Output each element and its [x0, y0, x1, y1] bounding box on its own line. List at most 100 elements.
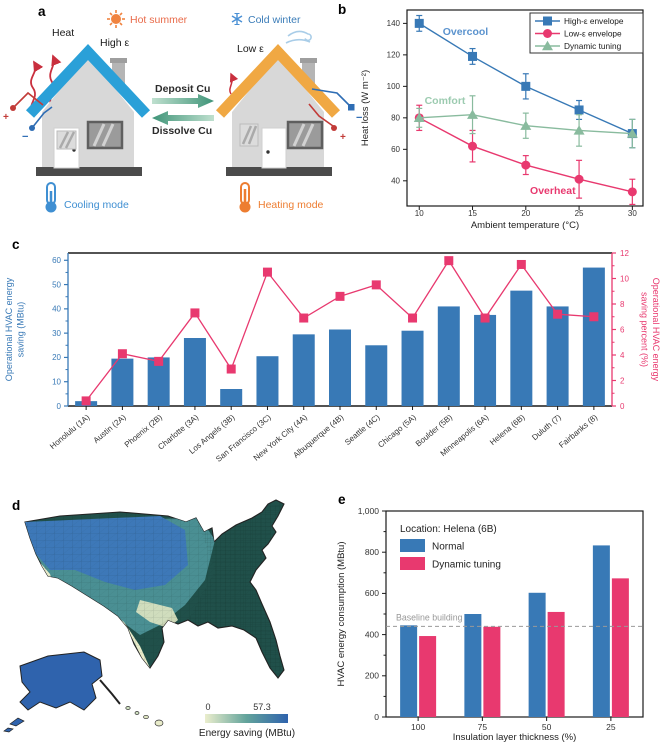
bar-normal — [400, 625, 418, 717]
panel-b-heat-loss-chart: b 10 15 20 25 30 40 60 80 100 120 140 Ambient tempe… — [338, 2, 644, 231]
right-tick-label: 6 — [620, 325, 625, 334]
cooling-mode-label: Cooling mode — [64, 199, 129, 211]
map-alaska — [19, 651, 103, 711]
legend-label: Dynamic tuning — [432, 560, 501, 571]
bar — [474, 314, 497, 406]
bar-dynamic — [483, 626, 501, 717]
percent-marker — [371, 280, 381, 290]
deposit-arrow — [152, 94, 214, 108]
x-tick-label: 10 — [415, 209, 424, 218]
marker-triangle — [413, 112, 425, 123]
legend-label: Normal — [432, 542, 464, 553]
percent-marker — [444, 256, 454, 266]
left-tick-label: 10 — [52, 378, 61, 387]
marker-circle — [574, 174, 584, 184]
y-tick-label: 200 — [365, 671, 379, 681]
y-axis-label: Heat loss (W m⁻²) — [360, 70, 371, 146]
chimney-cap — [300, 58, 317, 63]
x-tick-label: 75 — [478, 722, 488, 732]
marker-triangle — [467, 109, 479, 119]
colorbar-min-label: 0 — [205, 702, 210, 712]
left-tick-label: 0 — [57, 402, 62, 411]
legend-label: Dynamic tuning — [564, 41, 622, 51]
right-tick-label: 10 — [620, 274, 629, 283]
x-tick-label: 15 — [468, 209, 477, 218]
marker-triangle — [626, 128, 638, 138]
percent-marker — [81, 396, 91, 406]
dissolve-arrow — [152, 111, 214, 125]
y-tick-label: 60 — [391, 145, 400, 154]
percent-marker — [117, 349, 127, 359]
roof-high-emissivity — [25, 43, 151, 118]
house-base — [36, 167, 142, 176]
minus-sign-right: − — [356, 112, 362, 124]
x-axis-label: Insulation layer thickness (%) — [453, 732, 577, 743]
map-hawaii — [125, 706, 164, 727]
panel-label-d: d — [12, 498, 20, 513]
percent-marker — [154, 356, 164, 366]
legend-swatch — [400, 539, 425, 552]
marker-triangle — [573, 125, 585, 135]
category-label: Fairbanks (8) — [557, 412, 599, 449]
map-alaska-southeast — [99, 679, 121, 705]
heating-mode-label: Heating mode — [258, 199, 324, 211]
low-emissivity-label: Low ε — [237, 43, 264, 55]
small-heat-arrow — [229, 72, 239, 95]
door-handle — [266, 150, 270, 154]
legend-swatch — [400, 557, 425, 570]
bar-dynamic — [419, 636, 437, 717]
left-tick-label: 20 — [52, 353, 61, 362]
door — [261, 127, 287, 169]
map-aleutians — [3, 717, 25, 733]
percent-marker — [408, 313, 418, 323]
bar — [329, 329, 351, 406]
panel-label-c: c — [12, 237, 20, 252]
y-tick-label: 140 — [387, 19, 401, 28]
bar — [437, 306, 460, 406]
high-emissivity-label: High ε — [100, 37, 130, 49]
bar-normal — [592, 545, 610, 717]
x-tick-label: 30 — [628, 209, 637, 218]
marker-circle — [468, 141, 478, 151]
plus-sign-right: + — [340, 132, 346, 143]
left-tick-label: 40 — [52, 305, 61, 314]
y-axis-label: HVAC energy consumption (MBtu) — [336, 541, 347, 686]
panel-c-city-savings-chart: c 0 10 20 30 40 50 60 0 2 4 6 8 10 12 Honolulu (1A) Aus… — [4, 237, 661, 464]
thermometer-cooling-icon — [45, 182, 57, 213]
house-heating — [215, 43, 341, 176]
baseline-label: Baseline building — [396, 612, 463, 622]
y-tick-label: 1,000 — [358, 506, 380, 516]
bar — [292, 334, 315, 406]
category-label: Honolulu (1A) — [48, 412, 92, 451]
dissolve-cu-label: Dissolve Cu — [152, 125, 212, 137]
wires-left — [10, 91, 53, 131]
panel-label-b: b — [338, 2, 346, 17]
right-tick-label: 12 — [620, 249, 629, 258]
percent-marker — [480, 313, 490, 323]
cold-winter-label: Cold winter — [248, 14, 301, 26]
annotation: Overheat — [530, 185, 576, 197]
y-tick-label: 800 — [365, 547, 379, 557]
x-axis-label: Ambient temperature (°C) — [471, 220, 579, 231]
bar — [111, 358, 134, 406]
x-tick-label: 20 — [521, 209, 530, 218]
legend-label: High-ε envelope — [564, 16, 624, 26]
terminal-negative — [29, 125, 35, 131]
right-axis-label: saving percent (%) — [640, 292, 650, 367]
left-tick-label: 50 — [52, 280, 61, 289]
left-tick-label: 30 — [52, 329, 61, 338]
bar-dynamic — [547, 611, 565, 717]
x-tick-label: 25 — [606, 722, 616, 732]
wind-icon — [285, 30, 312, 44]
plus-sign-left: + — [3, 112, 9, 123]
y-tick-label: 400 — [365, 629, 379, 639]
category-label: Austin (2A) — [92, 412, 128, 445]
legend-label: Low-ε envelope — [564, 29, 622, 39]
bar — [401, 330, 424, 406]
right-axis-label: Operational HVAC energy — [651, 278, 661, 382]
hot-summer-label: Hot summer — [130, 14, 188, 26]
marker-square — [574, 105, 584, 115]
us-choropleth: 0 57.3 Energy saving (MBtu) — [3, 499, 295, 739]
y-tick-label: 0 — [374, 712, 379, 722]
panel-e-insulation-chart: e 0 200 400 600 800 1,000 100 75 50 25 Baseline bu… — [336, 492, 644, 743]
